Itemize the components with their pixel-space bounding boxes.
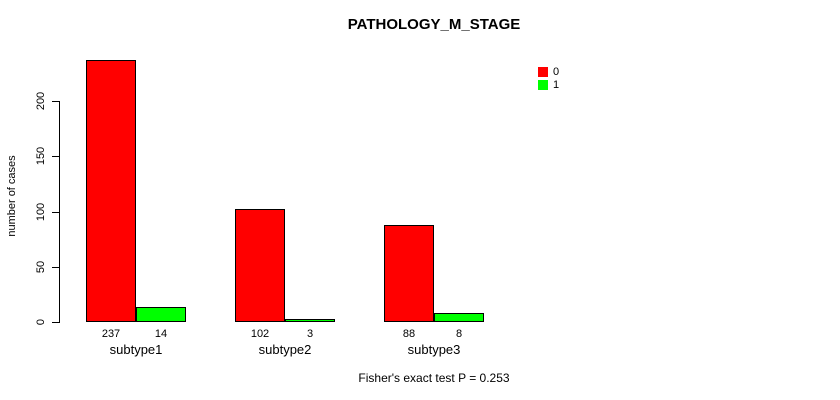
category-label: subtype2 — [258, 342, 312, 357]
bar — [235, 209, 285, 322]
bar-value-label: 3 — [306, 328, 314, 340]
y-tick-label: 100 — [35, 202, 47, 222]
legend-label: 0 — [553, 65, 560, 78]
y-tick-label: 50 — [35, 260, 47, 274]
bar-value-label: 102 — [250, 328, 270, 340]
bar-value-label: 237 — [101, 328, 121, 340]
y-tick — [52, 156, 59, 157]
y-tick — [52, 101, 59, 102]
category-label: subtype3 — [407, 342, 461, 357]
bar — [285, 319, 335, 322]
bar — [136, 307, 186, 322]
y-tick-label: 150 — [35, 146, 47, 166]
category-label: subtype1 — [109, 342, 163, 357]
bar-value-label: 8 — [455, 328, 463, 340]
y-axis-label: number of cases — [6, 155, 18, 237]
y-tick — [52, 212, 59, 213]
legend-swatch-0-icon — [538, 66, 548, 77]
bar — [384, 225, 434, 322]
legend-swatch-1-icon — [538, 79, 548, 90]
bar — [86, 60, 136, 322]
legend-item: 0 — [538, 65, 559, 78]
legend-label: 1 — [553, 78, 560, 91]
y-tick — [52, 267, 59, 268]
y-axis-line — [59, 101, 60, 323]
legend-item: 1 — [538, 78, 559, 91]
chart-title: PATHOLOGY_M_STAGE — [347, 16, 521, 33]
y-tick-label: 0 — [35, 318, 47, 326]
bar — [434, 313, 484, 322]
fisher-test-annotation: Fisher's exact test P = 0.253 — [358, 371, 510, 385]
y-tick — [52, 322, 59, 323]
y-tick-label: 200 — [35, 91, 47, 111]
bar-value-label: 14 — [154, 328, 168, 340]
bar-value-label: 88 — [402, 328, 416, 340]
